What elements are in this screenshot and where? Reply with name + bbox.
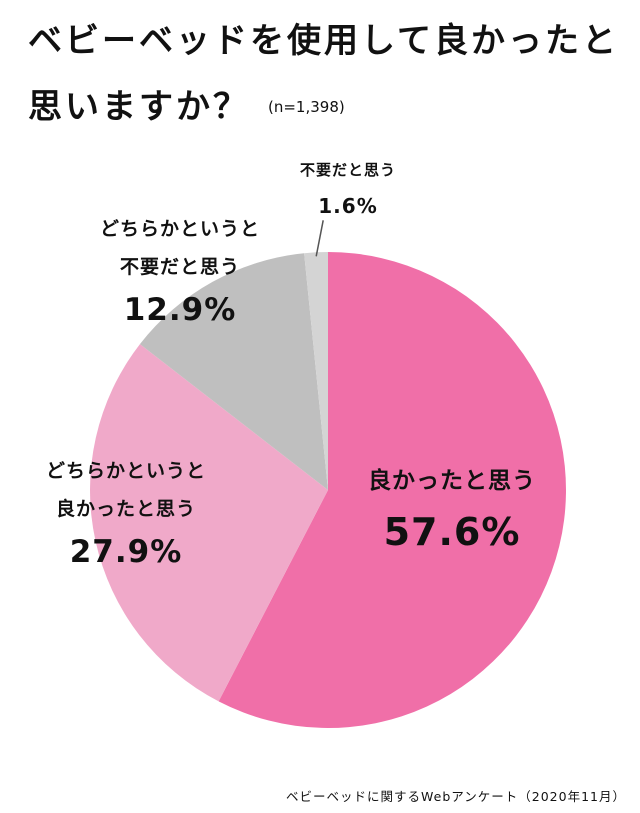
- sample-size-label: (n=1,398): [268, 98, 345, 116]
- label-dochira-yokatta-value: 27.9%: [69, 534, 183, 570]
- slice-yokatta: [218, 252, 566, 728]
- source-footnote: ベビーベッドに関するWebアンケート（2020年11月）: [286, 789, 626, 804]
- label-yokatta: 良かったと思う 57.6%: [368, 462, 536, 564]
- chart-title-line2: 思いますか？ (n=1,398): [28, 90, 345, 124]
- label-fuyou: 不要だと思う 1.6%: [300, 152, 396, 224]
- label-yokatta-value: 57.6%: [383, 510, 521, 554]
- label-dochira-fuyou-value: 12.9%: [123, 292, 237, 328]
- slice-fuyou: [304, 251, 328, 490]
- label-fuyou-value: 1.6%: [318, 194, 378, 218]
- chart-title-line1: ベビーベッドを使用して良かったと: [28, 21, 619, 61]
- label-dochira-yokatta-line1: どちらかというと: [46, 460, 207, 482]
- slice-dochira-yokatta: [89, 344, 328, 702]
- label-dochira-fuyou: どちらかというと 不要だと思う 12.9%: [100, 210, 260, 334]
- leader-line: [315, 220, 324, 257]
- label-dochira-fuyou-line2: 不要だと思う: [120, 256, 241, 278]
- chart-title-line2-text: 思いますか？: [28, 87, 250, 127]
- label-fuyou-text: 不要だと思う: [300, 161, 397, 179]
- slice-dochira-fuyou: [139, 253, 328, 490]
- label-yokatta-text: 良かったと思う: [368, 468, 536, 494]
- label-dochira-fuyou-line1: どちらかというと: [100, 218, 261, 240]
- label-dochira-yokatta-line2: 良かったと思う: [56, 498, 197, 520]
- label-dochira-yokatta: どちらかというと 良かったと思う 27.9%: [46, 452, 206, 576]
